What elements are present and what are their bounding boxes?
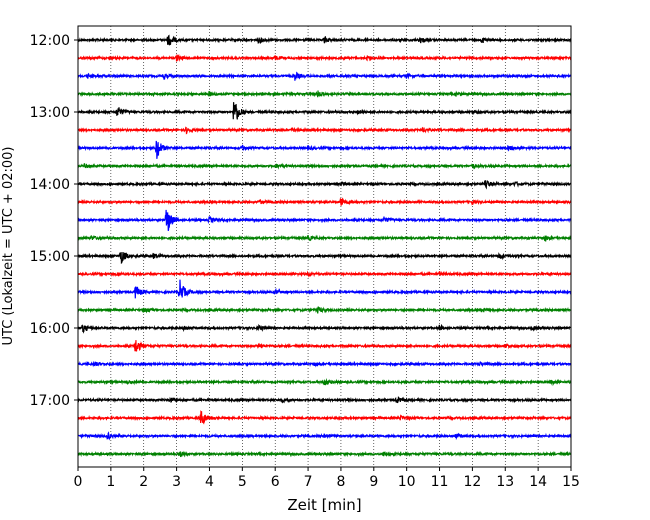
- trace-row: [77, 323, 572, 334]
- x-tick-label: 7: [304, 474, 313, 490]
- trace-row: [77, 90, 572, 98]
- x-tick-label: 13: [496, 474, 514, 490]
- y-axis-ticks: 12:00 13:00 14:00 15:00 16:00 17:00: [30, 33, 78, 409]
- y-tick-label: 14:00: [30, 177, 70, 193]
- x-tick-label: 5: [238, 474, 247, 490]
- trace-row: [77, 71, 572, 81]
- trace-row: [77, 431, 572, 441]
- y-tick-label: 17:00: [30, 393, 70, 409]
- trace-row: [77, 450, 572, 458]
- x-tick-label: 3: [172, 474, 181, 490]
- x-tick-label: 9: [369, 474, 378, 490]
- trace-row: [77, 279, 572, 299]
- y-tick-label: 13:00: [30, 105, 70, 121]
- trace-row: [77, 197, 572, 206]
- x-tick-label: 6: [271, 474, 280, 490]
- trace-row: [77, 180, 572, 190]
- y-tick-label: 16:00: [30, 321, 70, 337]
- x-axis-ticks: 0 1 2 3 4 5 6 7 8 9 10 11 12 13 14 15: [74, 467, 580, 490]
- x-tick-label: 2: [139, 474, 148, 490]
- trace-row: [77, 234, 572, 242]
- trace-row: [77, 140, 572, 159]
- trace-row: [77, 53, 572, 62]
- trace-row: [77, 306, 572, 314]
- y-tick-label: 15:00: [30, 249, 70, 265]
- trace-row: [77, 340, 572, 352]
- trace-row: [77, 162, 572, 170]
- x-tick-label: 14: [529, 474, 547, 490]
- trace-row: [77, 410, 572, 425]
- x-tick-label: 12: [463, 474, 481, 490]
- x-tick-label: 11: [431, 474, 449, 490]
- x-tick-label: 4: [205, 474, 214, 490]
- trace-lines: [77, 34, 572, 458]
- trace-row: [77, 378, 572, 387]
- x-tick-label: 0: [74, 474, 83, 490]
- trace-row: [77, 270, 572, 278]
- plot-frame: [77, 25, 572, 468]
- x-tick-label: 1: [106, 474, 115, 490]
- y-tick-label: 12:00: [30, 33, 70, 49]
- x-tick-label: 15: [562, 474, 580, 490]
- trace-row: [77, 209, 572, 232]
- trace-row: [77, 126, 572, 135]
- y-axis-label: UTC (Lokalzeit = UTC + 02:00): [1, 147, 16, 346]
- x-tick-label: 8: [336, 474, 345, 490]
- trace-row: [77, 34, 572, 46]
- x-axis-label: Zeit [min]: [287, 496, 361, 514]
- trace-row: [77, 252, 572, 265]
- x-tick-label: 10: [398, 474, 416, 490]
- trace-row: [77, 396, 572, 404]
- trace-row: [77, 360, 572, 368]
- trace-row: [77, 102, 572, 120]
